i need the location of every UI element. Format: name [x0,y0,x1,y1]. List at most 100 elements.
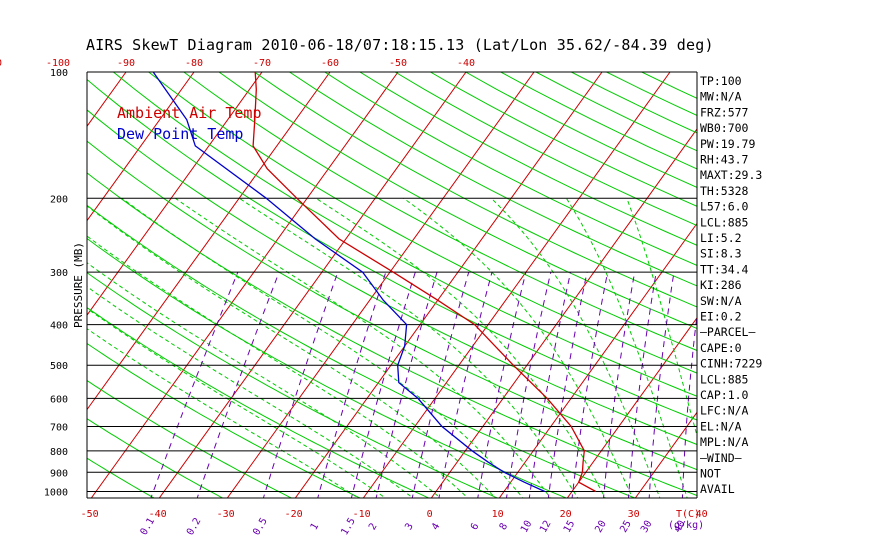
stat-label: LCL:885 [700,215,748,229]
y-axis-label: PRESSURE (MB) [72,242,85,328]
mixing-ratio-line [350,272,416,498]
dewpoint-profile-line [152,72,546,493]
temp-axis-label: T(C) [676,509,700,520]
mixing-ratio-tick-label: 1 [309,521,322,532]
stat-label: PW:19.79 [700,137,755,151]
top-temp-tick-label: -80 [185,58,203,69]
bottom-temp-tick-label: 0 [427,509,433,520]
mixing-ratio-tick-label: 30 [639,519,655,535]
dry-adiabat-line [289,72,697,287]
top-temp-tick-label: -110 [0,58,2,69]
moist-adiabat-line [121,197,524,498]
dry-adiabat-line [254,72,697,308]
dry-adiabat-line [148,72,697,374]
isotherm-line [838,72,870,500]
stat-label: MW:N/A [700,90,742,104]
bottom-temp-tick-label: -30 [217,509,235,520]
top-temp-tick-label: -50 [389,58,407,69]
mixing-ratio-line [438,272,493,498]
stat-label: KI:286 [700,278,742,292]
isotherm-line [0,72,58,500]
mixing-ratio-tick-label: 12 [538,519,554,535]
stat-label: TT:34.4 [700,262,749,276]
stat-label: —WIND— [700,451,742,465]
stat-label: TH:5328 [700,184,749,198]
bottom-temp-tick-label: -10 [353,509,371,520]
pressure-tick-label: 500 [50,361,68,372]
stat-label: AVAIL [700,482,735,496]
pressure-tick-label: 900 [50,468,68,479]
stat-label: —PARCEL— [700,325,755,339]
bottom-temp-tick-label: -20 [285,509,303,520]
isotherm-line [566,317,697,498]
moist-adiabat-line [490,197,661,498]
mixing-ratio-line [681,311,697,498]
pressure-tick-label: 300 [50,268,68,279]
mixing-ratio-tick-label: 15 [562,519,578,535]
isotherm-line [87,72,263,316]
bottom-temp-tick-label: -40 [149,509,167,520]
moist-adiabat-line [87,205,497,498]
bottom-temp-tick-label: 10 [492,509,504,520]
mixing-ratio-line [375,272,438,498]
bottom-temp-tick-label: 20 [560,509,572,520]
moist-adiabat-line [239,197,579,498]
stat-label: NOT [700,467,721,481]
mixing-ratio-tick-label: 3 [403,521,416,532]
legend-entry: Dew Point Temp [117,125,243,143]
mixing-ratio-tick-label: 20 [593,519,609,535]
stat-label: EL:N/A [700,419,742,433]
mixing-ratio-tick-label: 8 [498,521,511,532]
stat-label: FRZ:577 [700,105,749,119]
stat-label: LFC:N/A [700,404,749,418]
mixing-ratio-tick-label: 10 [519,519,535,535]
isotherm-line [226,72,535,498]
isotherm-line [90,72,399,498]
top-temp-tick-label: -60 [321,58,339,69]
stat-label: CINH:7229 [700,357,762,371]
dry-adiabat-line [87,307,430,498]
stat-label: WB0:700 [700,121,749,135]
isotherm-line [770,72,870,500]
mixing-ratio-line [627,272,657,498]
dry-adiabat-line [359,72,697,246]
dry-adiabat-line [324,72,697,266]
moist-adiabat-line [565,198,688,498]
mixing-ratio-tick-label: 0.2 [185,516,204,537]
dry-adiabat-line [430,72,697,207]
dry-adiabat-line [87,418,224,498]
pressure-tick-label: 600 [50,394,68,405]
moist-adiabat-line [315,197,606,498]
chart-title: AIRS SkewT Diagram 2010-06-18/07:18:15.1… [86,36,714,54]
mixing-ratio-line [196,272,280,498]
mixing-ratio-line [648,272,675,498]
stat-label: CAP:1.0 [700,388,749,402]
mixing-ratio-line [603,272,636,498]
pressure-tick-label: 400 [50,321,68,332]
mixing-ratio-line [547,272,588,498]
dry-adiabat-line [87,342,362,498]
moist-adiabat-line [626,198,697,438]
dry-adiabat-line [87,457,156,498]
isotherm-line [634,411,697,498]
moist-adiabat-line [87,307,387,498]
legend-entry: Ambient Air Temp [117,104,262,122]
stat-label: L57:6.0 [700,200,749,214]
stat-label: SI:8.3 [700,247,742,261]
moist-adiabat-line [403,197,634,498]
pressure-tick-label: 700 [50,423,68,434]
mixing-ratio-tick-label: 2 [367,521,380,532]
stat-label: TP:100 [700,74,742,88]
dry-adiabat-line [87,204,637,498]
mixing-ratio-line [528,272,572,498]
moist-adiabat-line [175,197,551,498]
isotherm-line [498,222,697,498]
top-temp-tick-label: -40 [457,58,475,69]
mixing-ratio-line [317,272,387,498]
moist-adiabat-line [87,262,442,498]
stat-label: RH:43.7 [700,153,749,167]
dry-adiabat-line [87,237,568,498]
dry-adiabat-line [87,379,293,498]
isotherm-line [430,128,697,498]
